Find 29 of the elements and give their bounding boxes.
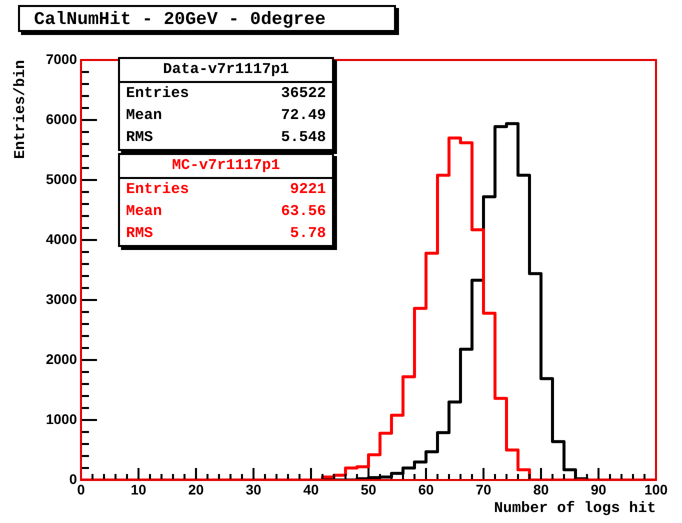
annotation: Mean 63.56 [125,202,327,222]
y-tick-label: 4000 [46,230,78,247]
x-tick-label: 60 [418,481,434,498]
y-tick-label: 3000 [46,290,78,307]
x-tick-label: 80 [533,481,549,498]
chart-title: CalNumHit - 20GeV - 0degree [18,5,396,32]
x-axis-title: Number of logs hit [494,500,656,517]
y-tick-label: 2000 [46,350,78,367]
text: Data-v7r1117p1 [120,59,332,83]
text: MC-v7r1117p1 [120,155,332,179]
annotation: Entries 36522 [125,84,327,104]
y-tick-label: 0 [69,470,78,487]
y-axis-title: Entries/bin [12,60,29,160]
annotation: RMS 5.78 [125,224,327,244]
x-tick-label: 50 [360,481,376,498]
y-tick-label: 7000 [46,50,78,67]
y-tick-label: 5000 [46,170,78,187]
x-tick-label: 90 [590,481,606,498]
x-tick-label: 70 [476,481,492,498]
x-tick-label: 30 [246,481,262,498]
x-tick-label: 100 [644,481,668,498]
annotation: Mean 72.49 [125,106,327,126]
x-tick-label: 40 [303,481,319,498]
y-tick-label: 1000 [46,410,78,427]
annotation: RMS 5.548 [125,128,327,148]
x-tick-label: 20 [188,481,204,498]
y-tick-label: 6000 [46,110,78,127]
annotation: Entries 9221 [125,180,327,200]
x-tick-label: 10 [130,481,146,498]
